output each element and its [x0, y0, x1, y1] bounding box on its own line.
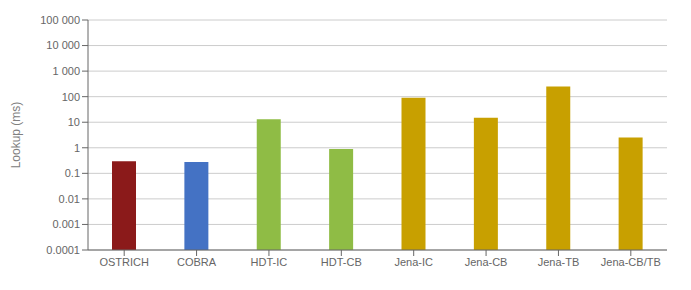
svg-text:Lookup (ms): Lookup (ms)	[9, 102, 23, 169]
svg-text:100: 100	[62, 91, 80, 103]
svg-text:1 000: 1 000	[52, 65, 80, 77]
svg-text:HDT-CB: HDT-CB	[321, 256, 362, 268]
svg-text:10: 10	[68, 116, 80, 128]
svg-text:1: 1	[74, 142, 80, 154]
svg-text:100 000: 100 000	[40, 14, 80, 26]
svg-text:10 000: 10 000	[46, 39, 80, 51]
svg-text:Jena-IC: Jena-IC	[394, 256, 433, 268]
svg-text:OSTRICH: OSTRICH	[99, 256, 149, 268]
svg-text:0.01: 0.01	[59, 193, 80, 205]
svg-text:Jena-CB: Jena-CB	[465, 256, 508, 268]
svg-text:0.1: 0.1	[65, 167, 80, 179]
svg-text:0.001: 0.001	[52, 218, 80, 230]
svg-text:Jena-TB: Jena-TB	[538, 256, 580, 268]
svg-text:Jena-CB/TB: Jena-CB/TB	[601, 256, 661, 268]
svg-text:0.0001: 0.0001	[46, 244, 80, 256]
svg-text:COBRA: COBRA	[177, 256, 217, 268]
svg-text:HDT-IC: HDT-IC	[251, 256, 288, 268]
